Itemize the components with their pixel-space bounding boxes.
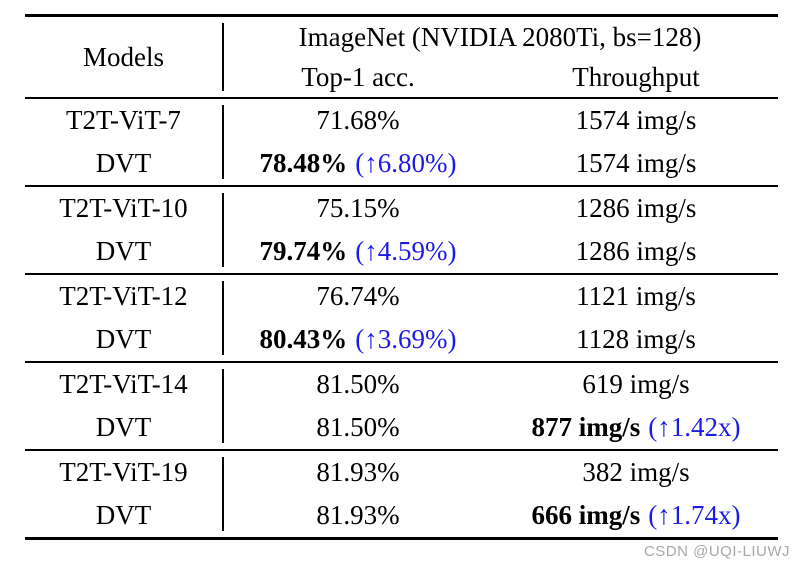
table-row: T2T-ViT-12 76.74% 1121 img/s: [25, 274, 778, 318]
model-name: T2T-ViT-14: [59, 369, 188, 399]
throughput-value: 666 img/s: [531, 500, 641, 530]
acc-value: 75.15%: [316, 193, 400, 223]
acc-value: 79.74%: [259, 236, 348, 266]
section-t2t-vit-10: T2T-ViT-10 75.15% 1286 img/s DVT 79.74%(…: [25, 186, 779, 274]
table-row: T2T-ViT-14 81.50% 619 img/s: [25, 362, 778, 406]
acc-improvement-note: (↑6.80%): [355, 148, 457, 178]
model-name: DVT: [95, 148, 152, 178]
acc-value: 81.50%: [316, 412, 400, 442]
acc-value: 81.50%: [316, 369, 400, 399]
throughput-speedup-note: (↑1.74x): [648, 500, 741, 530]
acc-cell: 80.43% (↑3.69%): [222, 318, 494, 362]
throughput-value: 1574 img/s: [575, 105, 697, 135]
acc-cell: 81.50%: [222, 406, 494, 450]
throughput-cell: 1574 img/s: [494, 98, 778, 142]
table-row: T2T-ViT-10 75.15% 1286 img/s: [25, 186, 778, 230]
throughput-value: 619 img/s: [582, 369, 690, 399]
model-name: T2T-ViT-19: [59, 457, 188, 487]
model-name: T2T-ViT-10: [59, 193, 188, 223]
acc-value: 71.68%: [316, 105, 400, 135]
header-top1-acc: Top-1 acc.: [222, 57, 494, 98]
table-row: DVT 81.93% 666 img/s (↑1.74x): [25, 494, 778, 539]
throughput-cell: 877 img/s (↑1.42x): [494, 406, 778, 450]
acc-cell: 78.48% (↑6.80%): [222, 142, 494, 186]
throughput-value: 1128 img/s: [576, 324, 696, 354]
model-name: DVT: [95, 324, 152, 354]
acc-cell: 79.74% (↑4.59%): [222, 230, 494, 274]
throughput-cell: 1574 img/s: [494, 142, 778, 186]
acc-improvement-note: (↑3.69%): [355, 324, 457, 354]
acc-improvement-note: (↑4.59%): [355, 236, 457, 266]
results-table: Models ImageNet (NVIDIA 2080Ti, bs=128) …: [25, 14, 779, 540]
csdn-watermark: CSDN @UQI-LIUWJ: [643, 543, 790, 560]
table-row: DVT 79.74% (↑4.59%) 1286 img/s: [25, 230, 778, 274]
table-row: DVT 80.43% (↑3.69%) 1128 img/s: [25, 318, 778, 362]
section-t2t-vit-12: T2T-ViT-12 76.74% 1121 img/s DVT 80.43%(…: [25, 274, 779, 362]
header-group-label: ImageNet (NVIDIA 2080Ti, bs=128): [222, 15, 779, 57]
throughput-cell: 382 img/s: [494, 450, 778, 494]
throughput-value: 382 img/s: [582, 457, 690, 487]
throughput-value: 1121 img/s: [576, 281, 696, 311]
section-t2t-vit-7: T2T-ViT-7 71.68% 1574 img/s DVT 78.48% (↑…: [25, 98, 779, 186]
acc-value: 80.43%: [259, 324, 348, 354]
table-row: T2T-ViT-19 81.93% 382 img/s: [25, 450, 778, 494]
section-t2t-vit-14: T2T-ViT-14 81.50% 619 img/s DVT 81.50% 8…: [25, 362, 779, 450]
acc-value: 81.93%: [316, 500, 400, 530]
throughput-cell: 1128 img/s: [494, 318, 778, 362]
throughput-speedup-note: (↑1.42x): [648, 412, 741, 442]
model-name: T2T-ViT-7: [66, 105, 181, 135]
header-throughput: Throughput: [572, 61, 700, 92]
acc-value: 81.93%: [316, 457, 400, 487]
throughput-cell: 666 img/s (↑1.74x): [494, 494, 778, 539]
acc-value: 78.48%: [259, 148, 348, 178]
acc-cell: 71.68%: [222, 98, 494, 142]
table-row: DVT 81.50% 877 img/s (↑1.42x): [25, 406, 778, 450]
acc-cell: 81.93%: [222, 494, 494, 539]
model-name: T2T-ViT-12: [59, 281, 188, 311]
acc-cell: 81.93%: [222, 450, 494, 494]
model-name: DVT: [95, 500, 152, 530]
section-t2t-vit-19: T2T-ViT-19 81.93% 382 img/s DVT 81.93% 6…: [25, 450, 778, 539]
table-row: DVT 78.48% (↑6.80%) 1574 img/s: [25, 142, 778, 186]
model-name: DVT: [95, 236, 152, 266]
header-models: Models: [83, 41, 164, 72]
throughput-cell: 619 img/s: [494, 362, 778, 406]
throughput-value: 1286 img/s: [575, 193, 697, 223]
table-header: Models ImageNet (NVIDIA 2080Ti, bs=128) …: [25, 15, 779, 98]
throughput-value: 1286 img/s: [575, 236, 697, 266]
throughput-cell: 1121 img/s: [494, 274, 778, 318]
throughput-cell: 1286 img/s: [494, 186, 778, 230]
throughput-value: 877 img/s: [531, 412, 641, 442]
acc-cell: 81.50%: [222, 362, 494, 406]
throughput-value: 1574 img/s: [575, 148, 697, 178]
throughput-cell: 1286 img/s: [494, 230, 778, 274]
acc-cell: 76.74%: [222, 274, 494, 318]
model-name: DVT: [95, 412, 152, 442]
table-row: T2T-ViT-7 71.68% 1574 img/s: [25, 98, 778, 142]
acc-value: 76.74%: [316, 281, 400, 311]
acc-cell: 75.15%: [222, 186, 494, 230]
